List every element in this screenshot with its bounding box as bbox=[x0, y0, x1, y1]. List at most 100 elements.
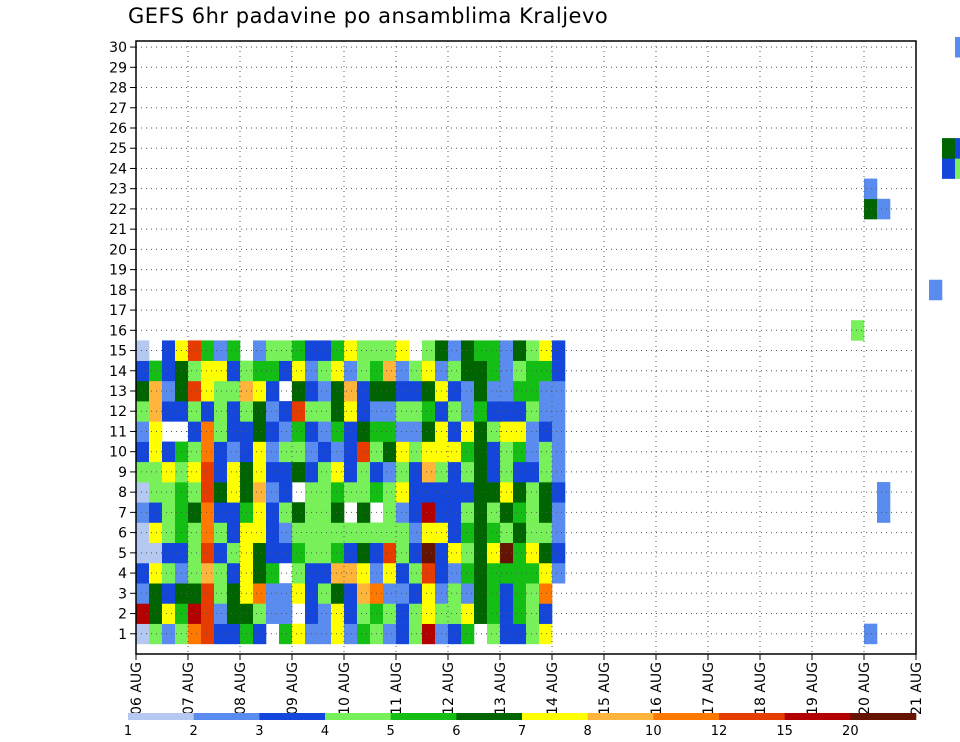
heatmap-cell bbox=[552, 461, 566, 483]
heatmap-cell bbox=[331, 401, 345, 422]
heatmap-cell bbox=[552, 502, 566, 523]
heatmap-cell bbox=[214, 603, 228, 624]
colorbar-label: 7 bbox=[518, 724, 526, 739]
heatmap-cell bbox=[201, 401, 215, 422]
x-tick-label: 06 AUG bbox=[129, 662, 145, 715]
heatmap-cell bbox=[487, 421, 501, 442]
heatmap-cell bbox=[227, 623, 241, 645]
y-tick-label: 11 bbox=[109, 424, 127, 440]
heatmap-cell bbox=[877, 482, 891, 503]
heatmap-cell bbox=[136, 401, 150, 422]
heatmap-cell bbox=[253, 441, 267, 463]
heatmap-cell bbox=[383, 441, 397, 463]
heatmap-cell bbox=[266, 502, 280, 523]
heatmap-cell bbox=[214, 583, 228, 604]
heatmap-cell bbox=[344, 340, 358, 361]
heatmap-cell bbox=[487, 380, 501, 402]
heatmap-cell bbox=[539, 340, 553, 361]
heatmap-cell bbox=[526, 441, 540, 463]
heatmap-cell bbox=[188, 461, 202, 483]
heatmap-cell bbox=[474, 502, 488, 523]
heatmap-cell bbox=[136, 421, 150, 442]
heatmap-cell bbox=[526, 623, 540, 645]
heatmap-cell bbox=[552, 562, 566, 584]
heatmap-cell bbox=[513, 623, 527, 645]
heatmap-cell bbox=[266, 360, 280, 382]
heatmap-cell bbox=[864, 178, 878, 200]
heatmap-cell bbox=[396, 583, 410, 604]
heatmap-cell bbox=[396, 603, 410, 624]
heatmap-cell bbox=[461, 340, 475, 361]
heatmap-cell bbox=[266, 603, 280, 624]
heatmap-cell bbox=[513, 340, 527, 361]
heatmap-cell bbox=[253, 502, 267, 523]
heatmap-cell bbox=[253, 482, 267, 503]
heatmap-cell bbox=[552, 522, 566, 544]
x-tick-label: 09 AUG bbox=[285, 662, 301, 715]
y-tick-label: 9 bbox=[118, 465, 127, 481]
heatmap-cell bbox=[942, 138, 956, 159]
heatmap-cell bbox=[318, 583, 332, 604]
plot-frame bbox=[135, 40, 917, 655]
heatmap-cell bbox=[357, 522, 371, 544]
heatmap-cell bbox=[409, 461, 423, 483]
heatmap-cell bbox=[279, 542, 293, 564]
heatmap-cell bbox=[448, 562, 462, 584]
colorbar-label: 2 bbox=[190, 724, 198, 739]
heatmap-cell bbox=[266, 562, 280, 584]
heatmap-cell bbox=[409, 522, 423, 544]
heatmap-cell bbox=[136, 482, 150, 503]
colorbar-swatch bbox=[719, 713, 785, 720]
heatmap-cell bbox=[344, 401, 358, 422]
heatmap-cell bbox=[448, 603, 462, 624]
heatmap-cell bbox=[474, 542, 488, 564]
colorbar-swatch bbox=[587, 713, 654, 720]
heatmap-cell bbox=[136, 522, 150, 544]
y-tick-label: 14 bbox=[109, 364, 127, 380]
heatmap-cell bbox=[318, 623, 332, 645]
heatmap-cell bbox=[227, 502, 241, 523]
heatmap-cell bbox=[201, 360, 215, 382]
heatmap-cell bbox=[292, 502, 306, 523]
heatmap-cell bbox=[162, 441, 176, 463]
y-tick-label: 30 bbox=[109, 40, 127, 56]
y-tick-label: 4 bbox=[118, 566, 127, 582]
heatmap-cell bbox=[331, 562, 345, 584]
heatmap-cell bbox=[201, 502, 215, 523]
heatmap-cell bbox=[539, 461, 553, 483]
colorbar-swatch bbox=[193, 713, 260, 720]
heatmap-cell bbox=[227, 542, 241, 564]
y-tick-label: 25 bbox=[109, 141, 127, 157]
heatmap-cell bbox=[344, 380, 358, 402]
heatmap-cell bbox=[201, 562, 215, 584]
heatmap-cell bbox=[383, 340, 397, 361]
heatmap-cell bbox=[331, 482, 345, 503]
colorbar-swatch bbox=[325, 713, 391, 720]
x-tick-label: 16 AUG bbox=[649, 662, 665, 715]
heatmap-cell bbox=[357, 360, 371, 382]
heatmap-cell bbox=[318, 401, 332, 422]
heatmap-cell bbox=[448, 522, 462, 544]
heatmap-cell bbox=[188, 562, 202, 584]
heatmap-cell bbox=[331, 502, 345, 523]
heatmap-cell bbox=[318, 603, 332, 624]
heatmap-cell bbox=[539, 360, 553, 382]
heatmap-cell bbox=[487, 401, 501, 422]
heatmap-cell bbox=[851, 320, 865, 341]
heatmap-cell bbox=[279, 421, 293, 442]
heatmap-cell bbox=[227, 401, 241, 422]
heatmap-cell bbox=[422, 603, 436, 624]
heatmap-cell bbox=[409, 441, 423, 463]
heatmap-cell bbox=[409, 421, 423, 442]
heatmap-cell bbox=[474, 421, 488, 442]
heatmap-cell bbox=[162, 482, 176, 503]
heatmap-cell bbox=[526, 502, 540, 523]
x-tick-label: 19 AUG bbox=[805, 662, 821, 715]
heatmap-cell bbox=[149, 401, 163, 422]
heatmap-cell bbox=[253, 542, 267, 564]
heatmap-cell bbox=[474, 562, 488, 584]
y-tick-label: 26 bbox=[109, 121, 127, 137]
y-tick-label: 24 bbox=[109, 161, 127, 177]
heatmap-cell bbox=[461, 461, 475, 483]
heatmap-cell bbox=[292, 340, 306, 361]
